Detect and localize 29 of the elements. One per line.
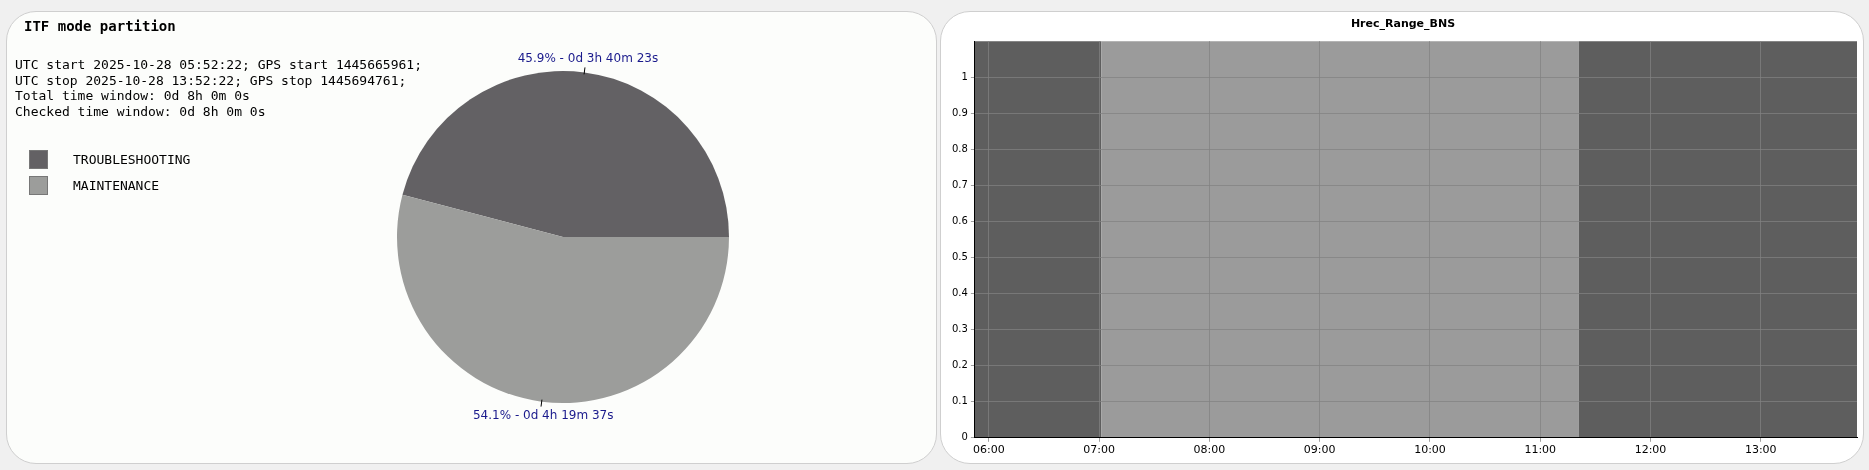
legend-label: MAINTENANCE (73, 177, 160, 193)
text: UTC start 2025-10-28 05:52:22; GPS start 1445665961; (15, 57, 422, 73)
y-tick-label: 0.8 (952, 142, 968, 154)
text: Checked time window: 0d 8h 0m 0s (15, 103, 267, 119)
y-tick-label: 0.6 (952, 215, 968, 227)
y-tick-label: 1 (961, 70, 968, 82)
data-label: 45.9% - 0d 3h 40m 23s (517, 50, 659, 65)
x-tick-label: 08:00 (1193, 443, 1226, 457)
y-tick-label: 0.3 (952, 323, 968, 335)
x-tick-label: 10:00 (1414, 443, 1446, 457)
y-tick-label: 0.9 (952, 106, 968, 118)
x-tick-label: 06:00 (973, 443, 1005, 457)
x-tick-label: 09:00 (1303, 443, 1336, 457)
data-label: 54.1% - 0d 4h 19m 37s (472, 407, 614, 422)
y-tick-label: 0.1 (952, 395, 968, 407)
text: UTC stop 2025-10-28 13:52:22; GPS stop 1445694761; (15, 72, 408, 88)
x-tick-label: 07:00 (1083, 443, 1116, 457)
y-tick-label: 0.7 (952, 179, 968, 191)
y-tick-label: 0.5 (952, 251, 968, 263)
y-tick-label: 0.2 (952, 359, 968, 371)
text: Total time window: 0d 8h 0m 0s (15, 88, 251, 104)
chart-title: ITF mode partition (24, 18, 176, 34)
x-tick-label: 12:00 (1634, 443, 1667, 457)
legend-label: TROUBLESHOOTING (73, 151, 191, 167)
y-tick-label: 0 (961, 431, 968, 443)
x-tick-label: 13:00 (1744, 443, 1777, 457)
y-tick-label: 0.4 (952, 287, 968, 299)
x-tick-label: 11:00 (1524, 443, 1557, 457)
chart-title: Hrec_Range_BNS (1350, 17, 1456, 31)
